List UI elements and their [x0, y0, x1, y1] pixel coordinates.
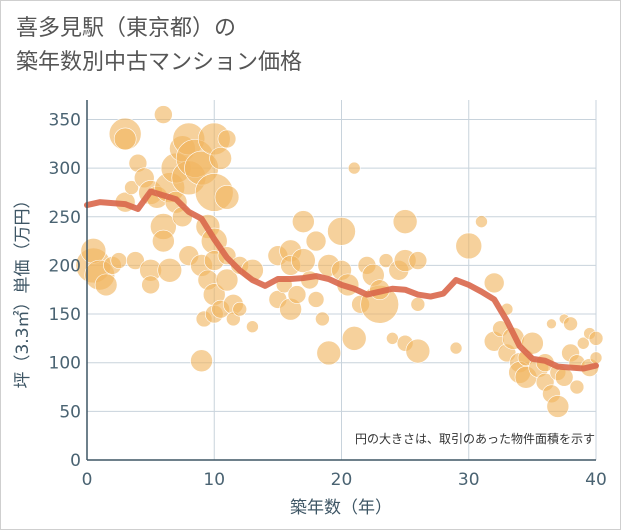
- x-tick-label: 30: [458, 470, 480, 490]
- trend-line: [84, 188, 599, 372]
- scatter-point: [483, 272, 505, 294]
- scatter-point: [316, 340, 342, 366]
- x-tick-label: 40: [585, 470, 607, 490]
- y-tick-label: 150: [49, 305, 81, 325]
- scatter-point: [190, 349, 213, 373]
- scatter-point: [154, 105, 173, 124]
- scatter-point: [327, 217, 356, 246]
- y-tick-label: 50: [59, 402, 81, 422]
- scatter-point: [157, 257, 183, 283]
- scatter-point: [315, 311, 330, 327]
- scatter-point: [124, 180, 139, 195]
- scatter-point: [386, 332, 399, 345]
- scatter-point: [569, 379, 585, 395]
- scatter-point: [287, 285, 307, 304]
- scatter-point: [305, 230, 327, 252]
- scatter-point: [246, 320, 259, 334]
- chart-title-line-2: 築年数別中古マンション価格: [16, 50, 303, 75]
- y-tick-label: 0: [70, 451, 81, 471]
- x-tick-label: 0: [82, 470, 93, 490]
- scatter-point: [546, 395, 570, 418]
- scatter-point: [588, 331, 604, 346]
- scatter-point: [455, 232, 483, 260]
- scatter-point: [141, 275, 160, 295]
- scatter-point: [215, 268, 239, 292]
- scatter-point: [341, 326, 367, 351]
- scatter-point: [589, 351, 603, 365]
- scatter-point: [291, 248, 316, 273]
- y-tick-label: 300: [49, 159, 81, 179]
- scatter-point: [126, 251, 145, 270]
- scatter-point: [408, 251, 428, 270]
- scatter-point: [209, 147, 232, 170]
- scatter-point: [475, 215, 488, 228]
- x-tick-label: 20: [331, 470, 353, 490]
- scatter-point: [214, 184, 240, 210]
- scatter-point: [392, 209, 418, 234]
- scatter-point: [546, 318, 557, 330]
- scatter-point: [410, 297, 426, 312]
- scatter-point: [307, 291, 325, 308]
- trend-series: [84, 188, 599, 372]
- scatter-point: [347, 161, 361, 175]
- x-axis-label: 築年数（年）: [290, 498, 392, 518]
- chart-title: 喜多見駅（東京都）の 築年数別中古マンション価格: [16, 12, 302, 80]
- y-tick-label: 250: [49, 208, 81, 228]
- y-axis-label: 坪（3.3㎡）単価（万円）: [13, 191, 33, 388]
- scatter-point: [576, 336, 590, 350]
- x-tick-label: 10: [203, 470, 225, 490]
- scatter-point: [378, 253, 394, 268]
- scatter-point: [563, 316, 578, 332]
- scatter-point: [113, 127, 137, 151]
- y-tick-label: 200: [49, 256, 81, 276]
- scatter-series: [75, 105, 604, 418]
- scatter-point: [110, 252, 128, 269]
- scatter-point: [80, 238, 107, 264]
- scatter-point: [449, 341, 463, 355]
- scatter-point: [232, 301, 247, 317]
- scatter-point: [94, 273, 118, 297]
- size-note: 円の大きさは、取引のあった物件面積を示す: [355, 431, 595, 446]
- scatter-point: [152, 229, 175, 253]
- scatter-point: [405, 338, 431, 364]
- chart-title-line-1: 喜多見駅（東京都）の: [16, 16, 237, 41]
- y-tick-label: 100: [49, 354, 81, 374]
- axes: [86, 100, 596, 461]
- scatter-point: [217, 129, 237, 149]
- tick-labels: 0 50 100 150 200 250 300 350 0 10 20 30 40: [49, 110, 607, 490]
- y-tick-label: 350: [49, 110, 81, 130]
- scatter-point: [292, 210, 315, 233]
